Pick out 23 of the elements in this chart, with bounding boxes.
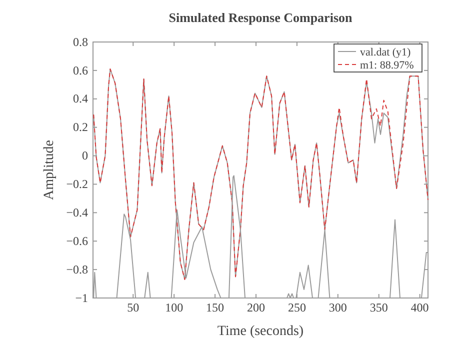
y-tick-label: 0.2 — [73, 120, 88, 134]
y-tick-label: 0.6 — [73, 63, 88, 78]
y-tick-label: 0 — [82, 148, 88, 163]
y-tick-label: −0.4 — [66, 206, 88, 220]
y-tick-label: −0.2 — [66, 177, 88, 192]
x-tick-label: 100 — [165, 300, 184, 315]
x-tick-label: 150 — [206, 300, 224, 315]
y-tick-label: −1 — [75, 290, 88, 305]
x-tick-label: 50 — [127, 300, 140, 315]
y-tick-label: 0.8 — [73, 34, 88, 49]
y-tick-label: −0.6 — [66, 234, 88, 248]
x-tick-label: 350 — [370, 300, 388, 315]
y-axis-title: Amplitude — [42, 140, 57, 200]
legend-label: val.dat (y1) — [360, 46, 412, 58]
x-tick-label: 400 — [410, 300, 429, 315]
x-tick-label: 200 — [246, 300, 265, 315]
y-tick-label: 0.4 — [73, 92, 88, 106]
legend-label: m1: 88.97% — [360, 60, 414, 72]
chart-title: Simulated Response Comparison — [168, 10, 353, 25]
x-axis-title: Time (seconds) — [217, 324, 304, 339]
x-tick-label: 300 — [328, 300, 347, 315]
x-tick-label: 250 — [288, 300, 306, 315]
y-tick-label: −0.8 — [66, 262, 88, 276]
